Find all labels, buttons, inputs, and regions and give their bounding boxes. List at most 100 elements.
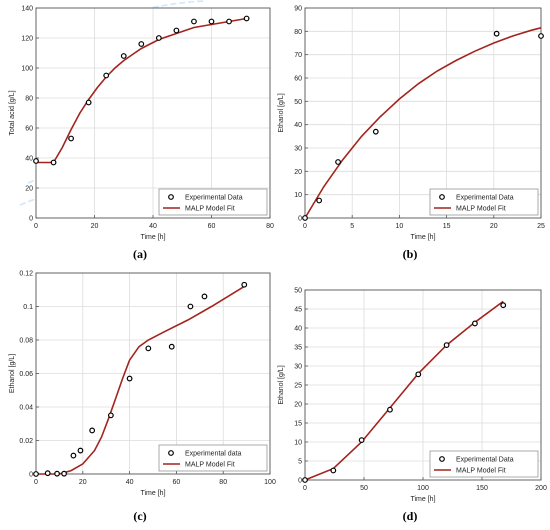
x-axis-label: Time [h]	[140, 490, 165, 497]
plot-area	[305, 8, 541, 218]
data-point	[335, 159, 341, 165]
x-tick-label: 20	[79, 479, 87, 486]
x-tick-label: 0	[34, 223, 38, 230]
y-tick-label: 60	[294, 76, 302, 83]
legend-label-scatter: Experimental Data	[185, 195, 243, 202]
legend-label-line: MALP Model Fit	[185, 206, 235, 213]
y-tick-label: 60	[25, 126, 33, 133]
data-point	[168, 343, 175, 350]
data-point	[443, 342, 450, 349]
y-tick-label: 0	[29, 216, 33, 223]
y-tick-label: 30	[294, 364, 302, 371]
y-tick-label: 0.02	[19, 438, 33, 445]
y-tick-label: 20	[294, 402, 302, 409]
y-tick-label: 80	[294, 29, 302, 36]
data-point	[68, 135, 74, 142]
legend	[158, 444, 268, 472]
y-tick-label: 40	[294, 326, 302, 333]
fit-line	[304, 27, 542, 219]
y-axis-label: Total acid [g/L]	[9, 90, 16, 135]
panel-label: (b)	[403, 247, 418, 261]
x-axis-label: Time [h]	[140, 234, 165, 241]
legend-marker-scatter	[168, 450, 174, 456]
y-tick-label: 50	[294, 99, 302, 106]
y-tick-label: 10	[294, 440, 302, 447]
legend-label-scatter: Experimental Data	[456, 195, 514, 202]
y-tick-label: 90	[294, 6, 302, 13]
fit-line	[36, 17, 247, 164]
data-point	[226, 18, 232, 25]
y-tick-label: 100	[21, 66, 33, 73]
y-tick-label: 0.12	[19, 271, 33, 278]
legend-label-scatter: Experimental data	[185, 451, 242, 458]
data-point	[173, 27, 180, 34]
x-axis-label: Time [h]	[410, 496, 435, 503]
data-point	[415, 371, 422, 378]
x-tick-label: 80	[219, 479, 227, 486]
y-tick-label: 70	[294, 52, 302, 59]
panel-label: (c)	[133, 509, 146, 523]
data-point	[33, 471, 39, 477]
data-point	[138, 41, 145, 47]
legend	[429, 450, 539, 478]
x-tick-label: 50	[360, 485, 368, 492]
data-point	[387, 406, 393, 413]
x-tick-label: 60	[208, 223, 216, 230]
x-tick-label: 15	[443, 223, 451, 230]
panel-label: (d)	[403, 509, 418, 523]
chart-panel-4: 0 50 100 150 200 0 5 10 15 20 25 30 35 40 45 50 Time [h]…	[278, 288, 547, 524]
legend-marker-scatter	[439, 456, 445, 462]
y-tick-label: 40	[294, 122, 302, 129]
x-tick-label: 20	[490, 223, 498, 230]
chart-panel-1: 0 20 40 60 80 0 20 40 60 80 100 120 140 Time [h] Total…	[9, 6, 274, 262]
fit-line	[304, 300, 504, 481]
data-point	[372, 128, 379, 135]
data-point	[77, 447, 84, 454]
y-tick-label: 0.06	[19, 371, 33, 378]
x-tick-label: 80	[266, 223, 274, 230]
plot-frame	[304, 7, 542, 219]
x-tick-label: 5	[350, 223, 354, 230]
x-tick-label: 100	[417, 485, 429, 492]
data-point	[126, 375, 133, 382]
legend-label-line: MALP Model Fit	[456, 468, 506, 475]
legend-label-line: MALP Model Fit	[185, 462, 235, 469]
legend	[158, 188, 268, 216]
x-tick-label: 25	[537, 223, 545, 230]
y-tick-label: 120	[21, 36, 33, 43]
legend-marker-scatter	[439, 194, 445, 200]
data-point	[500, 302, 507, 309]
x-tick-label: 100	[264, 479, 276, 486]
legend-marker-scatter	[168, 194, 174, 200]
fit-line	[36, 285, 245, 475]
y-tick-label: 0.1	[23, 304, 33, 311]
data-point	[44, 470, 51, 477]
data-point	[120, 53, 127, 59]
y-tick-label: 5	[298, 459, 302, 466]
data-point	[302, 477, 308, 483]
data-point	[316, 197, 323, 204]
data-point	[85, 99, 92, 106]
y-axis-label: Ethanol [g/L]	[278, 365, 285, 404]
y-tick-label: 40	[25, 156, 33, 163]
y-tick-label: 80	[25, 96, 33, 103]
y-tick-label: 140	[21, 6, 33, 13]
x-tick-label: 0	[303, 223, 307, 230]
x-tick-label: 20	[91, 223, 99, 230]
data-point	[70, 452, 77, 459]
panel-label: (a)	[133, 247, 147, 261]
data-point	[493, 30, 500, 37]
data-point	[330, 467, 337, 474]
data-point	[208, 18, 215, 25]
data-point	[358, 437, 365, 444]
x-tick-label: 0	[303, 485, 307, 492]
x-tick-label: 10	[396, 223, 404, 230]
data-point	[155, 35, 162, 41]
y-tick-label: 25	[294, 383, 302, 390]
x-axis-label: Time [h]	[410, 234, 435, 241]
data-point	[538, 33, 544, 39]
data-point	[302, 215, 308, 221]
data-point	[50, 159, 57, 166]
y-tick-label: 0	[29, 472, 33, 479]
